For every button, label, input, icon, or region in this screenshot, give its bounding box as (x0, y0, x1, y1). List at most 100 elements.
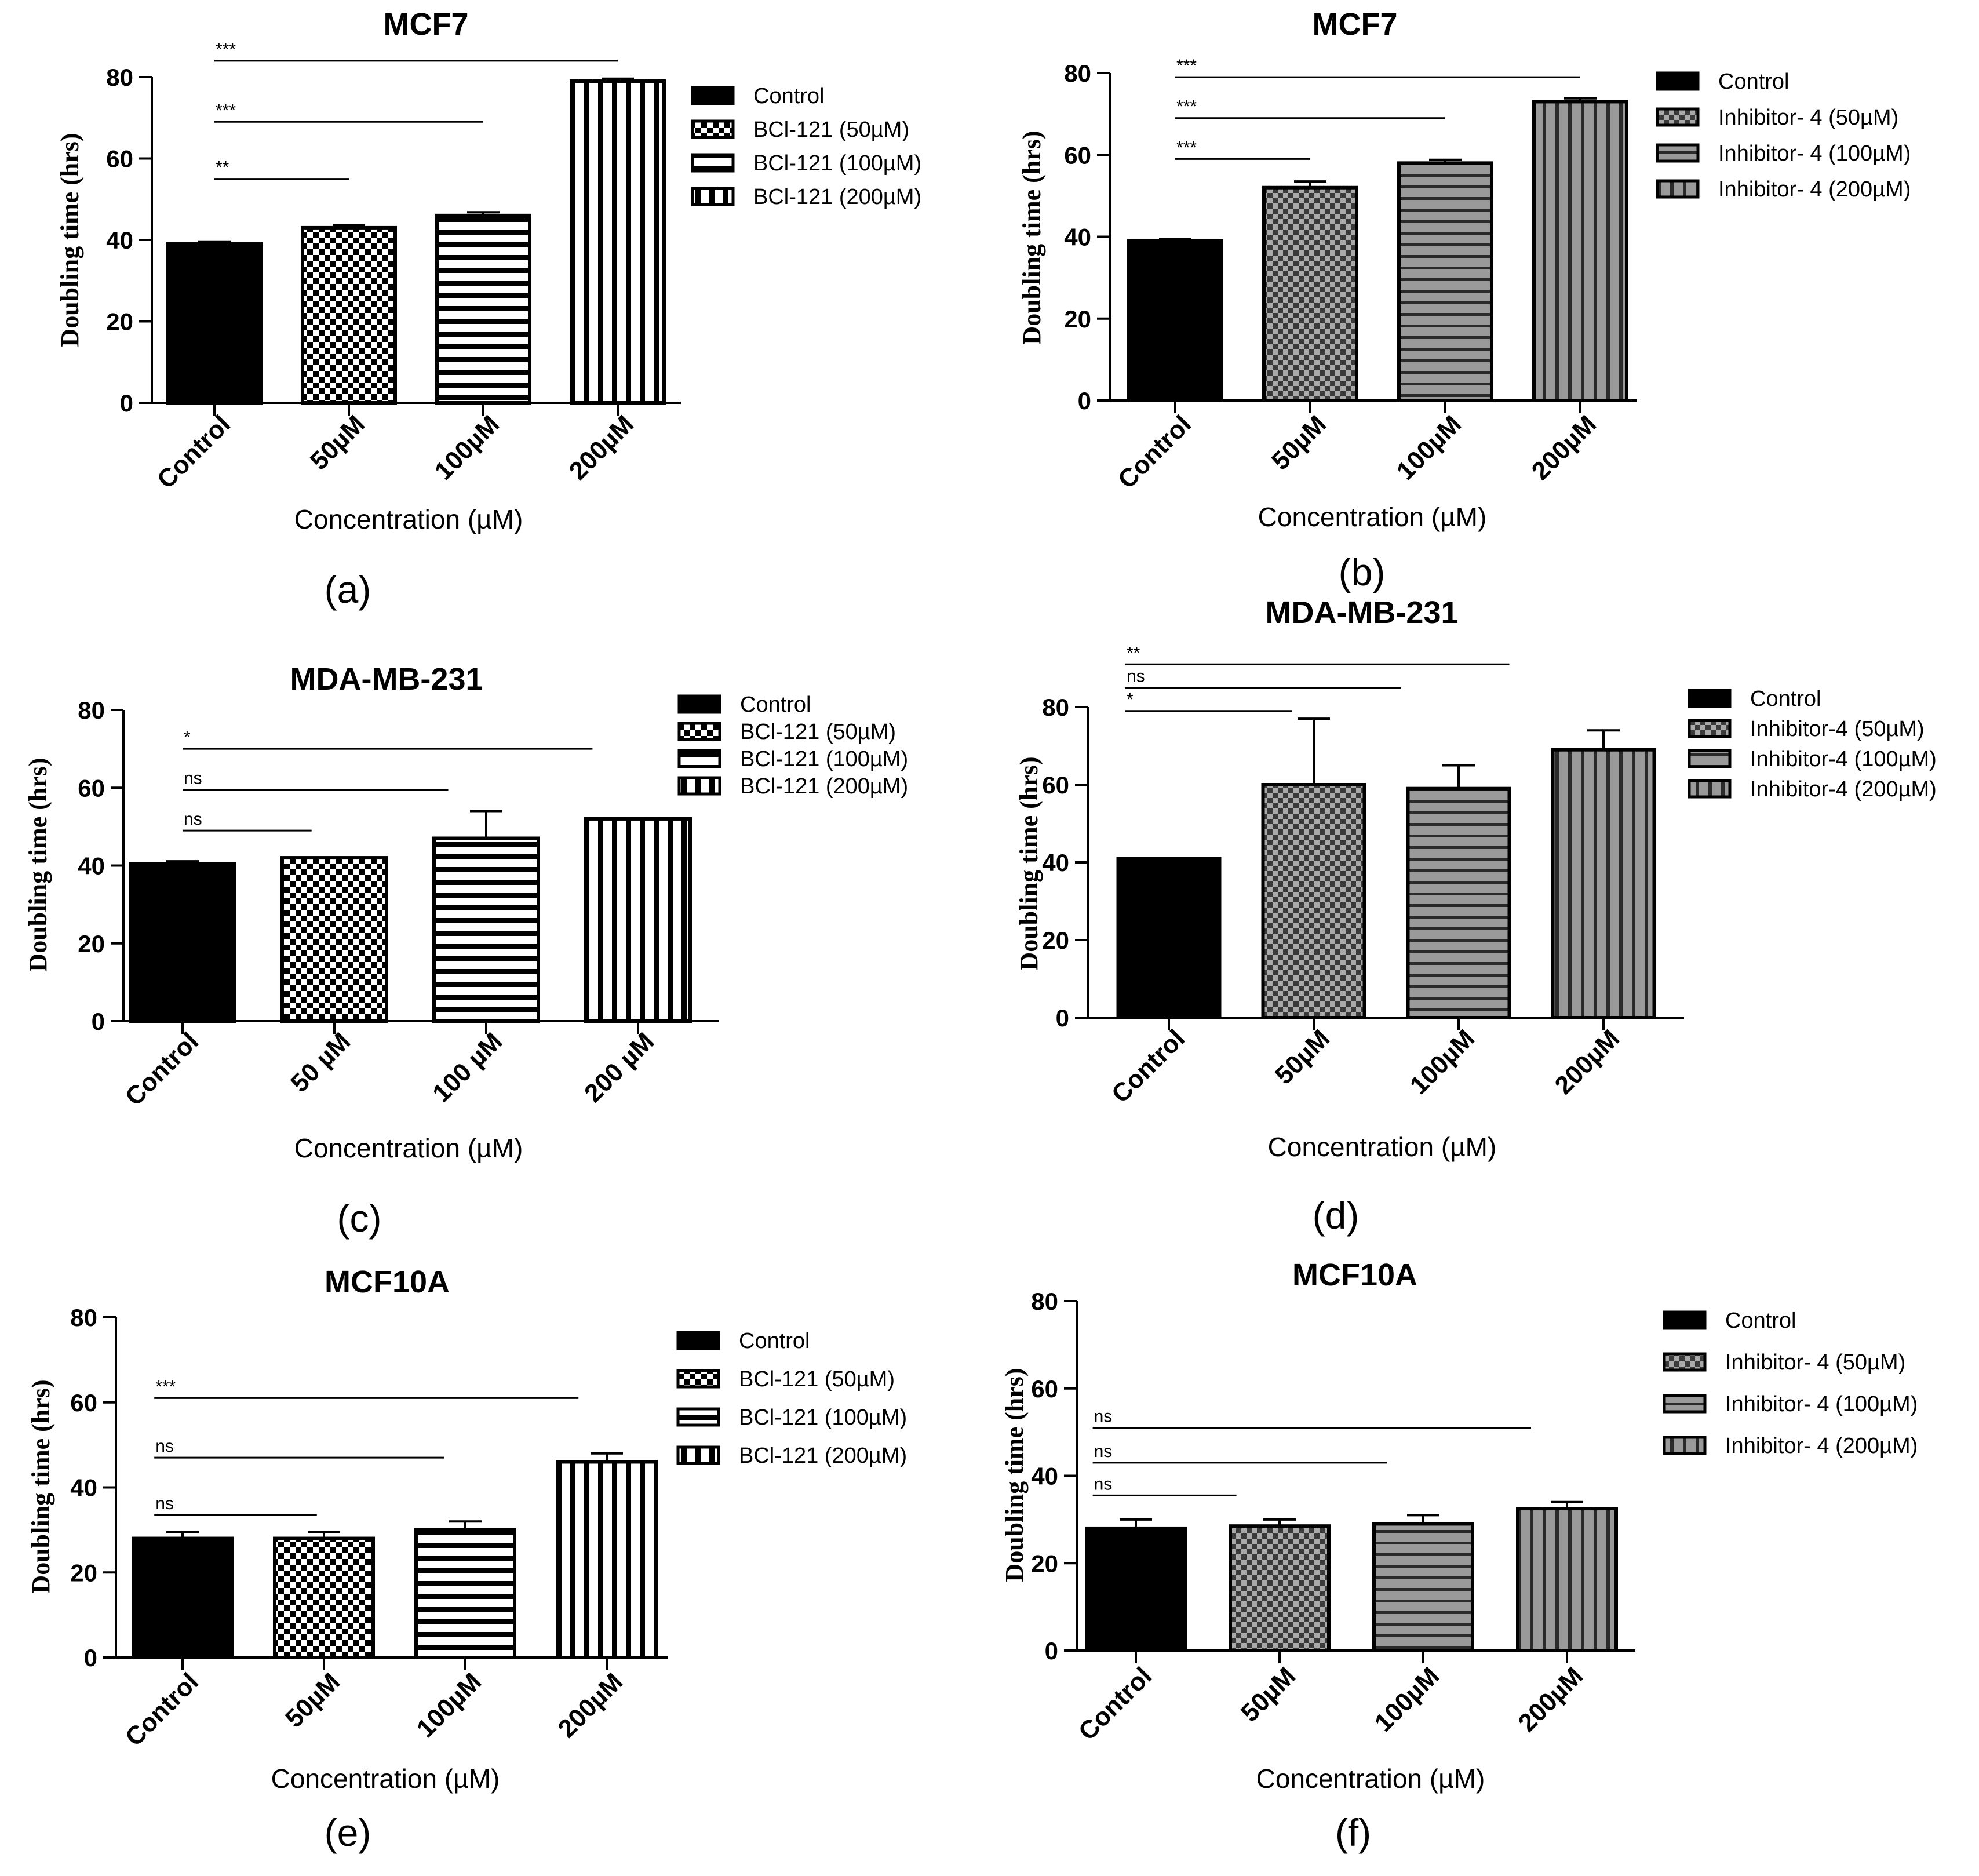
legend-label: Inhibitor- 4 (50µM) (1725, 1350, 1905, 1375)
y-tick-label: 0 (120, 389, 133, 417)
legend-label: Inhibitor-4 (50µM) (1750, 717, 1925, 741)
y-tick-label: 80 (1031, 1288, 1058, 1315)
y-axis-label: Doubling time (hrs) (27, 1379, 55, 1593)
legend-label: BCl-121 (50µM) (740, 720, 896, 744)
significance-label: ** (216, 158, 229, 177)
significance-label: ns (1094, 1442, 1113, 1461)
bar (556, 1460, 658, 1660)
x-tick-label: 50µM (1270, 1024, 1335, 1090)
y-tick-label: 60 (70, 1389, 97, 1416)
legend-swatch (677, 722, 721, 741)
legend-label: BCl-121 (100µM) (739, 1405, 907, 1430)
y-axis-label: Doubling time (hrs) (1018, 130, 1046, 344)
chart-panel-b: MCF7 0 20 40 60 80 Doubling time (hrs) Concentr… (1018, 7, 1911, 532)
legend-label: Inhibitor- 4 (100µM) (1718, 141, 1911, 166)
legend-label: Inhibitor- 4 (200µM) (1718, 177, 1911, 202)
x-tick-label: 100µM (1405, 1024, 1480, 1099)
y-tick-label: 20 (1031, 1550, 1058, 1577)
x-tick-label: Control (1073, 1662, 1157, 1746)
significance-label: * (184, 728, 191, 747)
significance-label: * (1127, 690, 1134, 709)
significance-label: *** (216, 101, 236, 120)
legend-label: BCl-121 (50µM) (753, 118, 909, 142)
chart-panel-f: MCF10A 0 20 40 60 80 Doubling time (hrs) Concen… (1000, 1258, 1918, 1794)
bar (1372, 1522, 1474, 1653)
legend-swatch (676, 1369, 720, 1389)
chart-panel-c: MDA-MB-231 0 20 40 60 80 Doubling time (hrs) Co… (24, 662, 908, 1163)
bar (1127, 239, 1223, 402)
y-tick-label: 0 (1045, 1637, 1058, 1664)
x-tick-label: 50µM (280, 1667, 345, 1733)
x-axis-label: Concentration (µM) (294, 1133, 523, 1163)
bar (132, 1536, 234, 1660)
panel-label-a: (a) (325, 568, 371, 611)
legend-swatch (676, 1407, 720, 1427)
y-tick-label: 60 (106, 145, 133, 173)
bar (301, 225, 397, 405)
y-tick-label: 20 (1042, 927, 1069, 954)
significance-label: ns (155, 1437, 174, 1456)
bar (129, 862, 236, 1023)
bar (432, 836, 540, 1023)
bar (1551, 748, 1656, 1019)
x-tick-label: 100µM (1391, 410, 1467, 485)
x-tick-label: 50µM (1235, 1662, 1301, 1727)
x-tick-label: 200µM (553, 1667, 628, 1743)
y-tick-label: 40 (1031, 1463, 1058, 1490)
legend-swatch (1656, 143, 1700, 163)
legend-swatch (1656, 71, 1700, 91)
y-tick-label: 0 (84, 1644, 97, 1671)
y-tick-label: 40 (1064, 224, 1091, 251)
bar (414, 1528, 516, 1659)
bar (1516, 1507, 1618, 1652)
legend-swatch (677, 749, 721, 768)
y-axis-label: Doubling time (hrs) (1000, 1368, 1029, 1582)
legend-swatch (1656, 179, 1700, 199)
significance-label: ns (184, 810, 202, 829)
y-tick-label: 20 (78, 930, 105, 957)
y-tick-label: 40 (106, 227, 133, 254)
x-axis-label: Concentration (µM) (1268, 1132, 1497, 1162)
bar (435, 213, 531, 405)
bar (1406, 786, 1511, 1019)
x-tick-label: Control (120, 1667, 204, 1751)
y-tick-label: 80 (78, 697, 105, 724)
x-axis-label: Concentration (µM) (1256, 1764, 1485, 1794)
bar (1262, 185, 1358, 402)
y-tick-label: 60 (1031, 1375, 1058, 1403)
y-tick-label: 0 (1056, 1004, 1069, 1032)
legend-label: BCl-121 (200µM) (739, 1444, 907, 1468)
bar (1397, 161, 1493, 402)
legend-label: Control (1750, 687, 1821, 711)
significance-label: ** (1127, 643, 1140, 662)
x-axis-label: Concentration (µM) (271, 1764, 500, 1794)
legend-swatch (1656, 107, 1700, 127)
bar (166, 242, 263, 405)
chart-title: MCF7 (1313, 7, 1398, 42)
y-tick-label: 0 (1078, 387, 1091, 414)
chart-title: MCF10A (1292, 1258, 1417, 1292)
legend-swatch (1663, 1352, 1707, 1372)
legend-label: Control (740, 693, 811, 717)
legend-label: Control (1725, 1309, 1796, 1333)
y-tick-label: 80 (1042, 694, 1069, 721)
significance-label: *** (1176, 97, 1197, 116)
legend-label: BCl-121 (200µM) (753, 185, 921, 209)
bar (1532, 100, 1628, 402)
chart-panel-e: MCF10A 0 20 40 60 80 Doubling time (hrs) Concen… (27, 1265, 907, 1794)
x-tick-label: 100 µM (427, 1027, 508, 1108)
x-tick-label: Control (1113, 410, 1197, 494)
y-axis-label: Doubling time (hrs) (1015, 756, 1043, 970)
legend-swatch (1663, 1436, 1707, 1455)
x-tick-label: 50µM (1266, 410, 1332, 475)
legend-label: Control (753, 84, 825, 108)
legend-swatch (677, 694, 721, 714)
legend-swatch (1688, 719, 1732, 738)
y-tick-label: 80 (1064, 60, 1091, 87)
y-tick-label: 20 (106, 308, 133, 336)
legend-label: Inhibitor- 4 (200µM) (1725, 1434, 1918, 1458)
legend-label: BCl-121 (100µM) (753, 151, 921, 176)
bar (1261, 783, 1366, 1019)
legend-label: Inhibitor-4 (100µM) (1750, 747, 1937, 771)
